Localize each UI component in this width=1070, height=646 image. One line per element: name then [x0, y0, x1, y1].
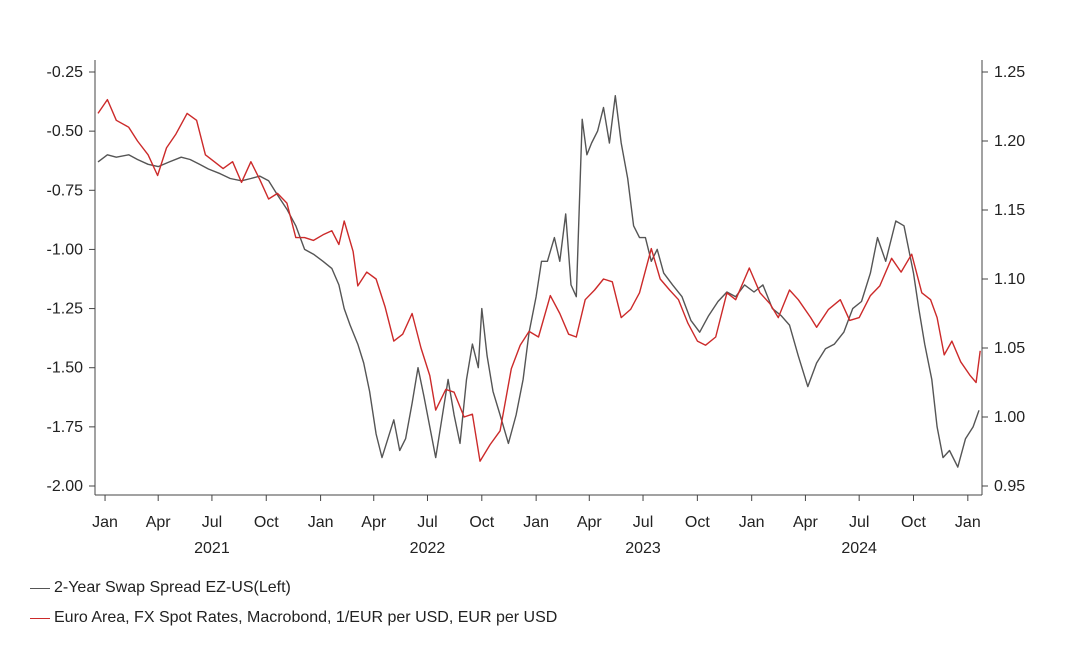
- legend-item-fx-spot: Euro Area, FX Spot Rates, Macrobond, 1/E…: [30, 603, 557, 633]
- right-axis-tick-label: 0.95: [994, 478, 1025, 495]
- left-axis-tick-label: -0.50: [47, 123, 84, 140]
- x-axis-tick-label: Jul: [633, 514, 653, 531]
- x-axis-year-label: 2024: [841, 540, 877, 557]
- x-axis-tick-label: Jan: [955, 514, 981, 531]
- x-axis-tick-label: Jul: [849, 514, 869, 531]
- right-axis-tick-label: 1.05: [994, 340, 1025, 357]
- x-axis-year-label: 2022: [410, 540, 446, 557]
- x-axis-tick-label: Oct: [685, 514, 710, 531]
- x-axis-tick-label: Apr: [577, 514, 603, 531]
- x-axis-tick-label: Jan: [92, 514, 118, 531]
- legend-swatch-fx-spot: [30, 618, 50, 619]
- x-axis-tick-label: Jan: [739, 514, 765, 531]
- legend-item-swap-spread: 2-Year Swap Spread EZ-US(Left): [30, 573, 557, 603]
- right-axis-tick-label: 1.00: [994, 409, 1025, 426]
- x-axis-tick-label: Oct: [469, 514, 494, 531]
- left-axis-tick-label: -0.75: [47, 182, 84, 199]
- left-axis-tick-label: -1.50: [47, 360, 84, 377]
- left-axis-tick-label: -0.25: [47, 64, 84, 81]
- x-axis-year-label: 2021: [194, 540, 230, 557]
- x-axis-tick-label: Apr: [361, 514, 387, 531]
- x-axis-year-label: 2023: [625, 540, 661, 557]
- x-axis-tick-label: Jan: [308, 514, 334, 531]
- left-axis-tick-label: -1.25: [47, 301, 84, 318]
- legend: 2-Year Swap Spread EZ-US(Left) Euro Area…: [30, 573, 557, 633]
- x-axis-tick-label: Jul: [417, 514, 437, 531]
- right-axis-tick-label: 1.25: [994, 64, 1025, 81]
- axes: -0.25 -0.50 -0.75 -1.00 -1.25 -1.50 -1.75 -2.00…: [47, 60, 1025, 557]
- series-line-swap-spread: [97, 95, 980, 468]
- right-axis-tick-label: 1.15: [994, 202, 1025, 219]
- left-axis-tick-label: -2.00: [47, 478, 84, 495]
- x-axis-tick-label: Oct: [254, 514, 279, 531]
- x-axis-tick-label: Jan: [523, 514, 549, 531]
- x-axis-tick-label: Apr: [793, 514, 819, 531]
- right-axis-tick-label: 1.10: [994, 271, 1025, 288]
- series-layer: [97, 95, 981, 468]
- legend-swatch-swap-spread: [30, 588, 50, 589]
- right-axis-tick-label: 1.20: [994, 133, 1025, 150]
- legend-label-swap-spread: 2-Year Swap Spread EZ-US(Left): [54, 579, 291, 596]
- legend-label-fx-spot: Euro Area, FX Spot Rates, Macrobond, 1/E…: [54, 609, 558, 626]
- series-line-fx-spot: [97, 98, 981, 462]
- x-axis-tick-label: Jul: [202, 514, 222, 531]
- x-axis-tick-label: Oct: [901, 514, 926, 531]
- left-axis-tick-label: -1.00: [47, 241, 84, 258]
- x-axis-tick-label: Apr: [146, 514, 172, 531]
- left-axis-tick-label: -1.75: [47, 419, 84, 436]
